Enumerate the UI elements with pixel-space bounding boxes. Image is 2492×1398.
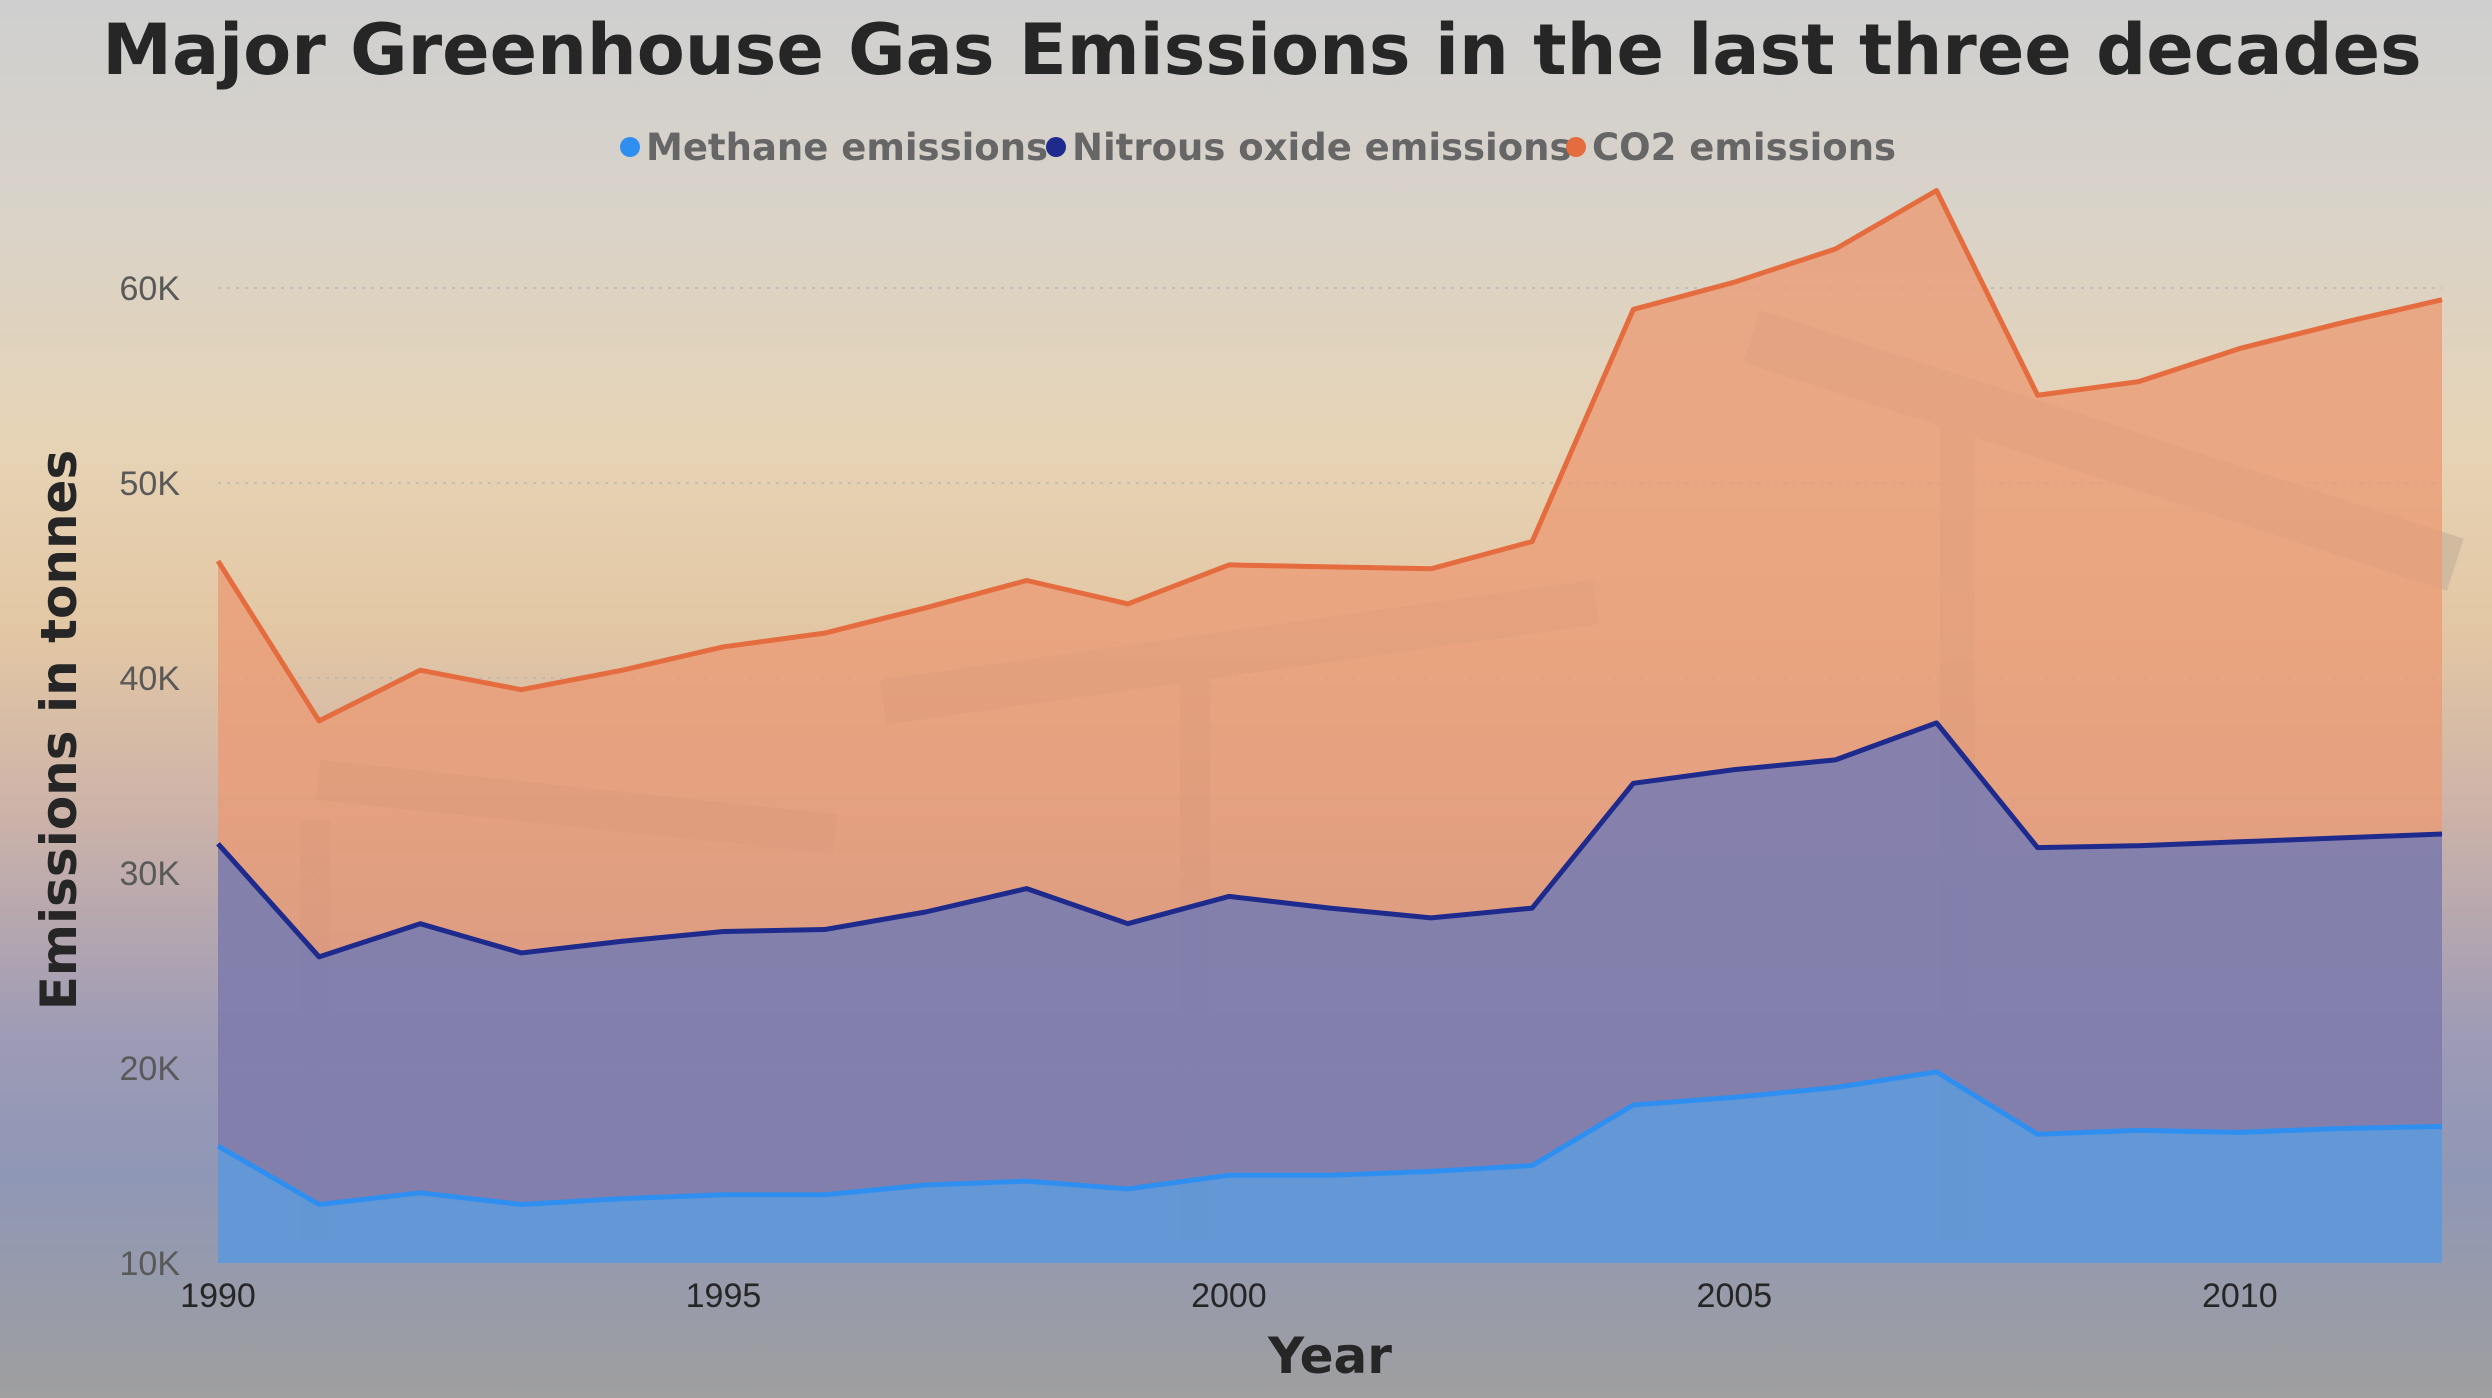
line-nitrous-oxide[interactable] [216, 720, 2443, 960]
y-axis-title: Emissions in tonnes [30, 450, 88, 1010]
x-tick-label: 2010 [2202, 1277, 2278, 1315]
y-tick-label: 20K [120, 1050, 181, 1088]
legend-item-co2[interactable]: CO2 emissions [1566, 126, 1896, 169]
y-tick-label: 10K [120, 1245, 181, 1283]
x-tick-label: 2000 [1191, 1277, 1267, 1315]
legend-marker-methane [620, 137, 640, 157]
x-tick-label: 1990 [180, 1277, 256, 1315]
legend-item-methane[interactable]: Methane emissions [620, 126, 1048, 169]
area-fills [218, 190, 2442, 1263]
legend-label-co2: CO2 emissions [1592, 126, 1896, 169]
y-tick-label: 60K [120, 270, 181, 308]
legend: Methane emissions Nitrous oxide emission… [620, 126, 1896, 169]
line-methane[interactable] [216, 1069, 2443, 1207]
x-tick-label: 2005 [1697, 1277, 1773, 1315]
legend-marker-co2 [1566, 137, 1586, 157]
series-lines [215, 188, 2443, 1207]
x-tick-label: 1995 [686, 1277, 762, 1315]
line-co2[interactable] [215, 188, 2443, 724]
x-axis-title: Year [1267, 1327, 1392, 1385]
legend-label-nitrous-oxide: Nitrous oxide emissions [1072, 126, 1572, 169]
area-methane [218, 1071, 2442, 1263]
y-tick-label: 50K [120, 465, 181, 503]
legend-label-methane: Methane emissions [646, 126, 1048, 169]
chart-title: Major Greenhouse Gas Emissions in the la… [102, 9, 2421, 91]
legend-marker-nitrous-oxide [1046, 137, 1066, 157]
x-axis-ticks: 1990 1995 2000 2005 2010 [180, 1277, 2277, 1315]
y-axis-ticks: 10K 20K 30K 40K 50K 60K [120, 270, 181, 1283]
y-tick-label: 40K [120, 660, 181, 698]
y-tick-label: 30K [120, 855, 181, 893]
legend-item-nitrous-oxide[interactable]: Nitrous oxide emissions [1046, 126, 1572, 169]
